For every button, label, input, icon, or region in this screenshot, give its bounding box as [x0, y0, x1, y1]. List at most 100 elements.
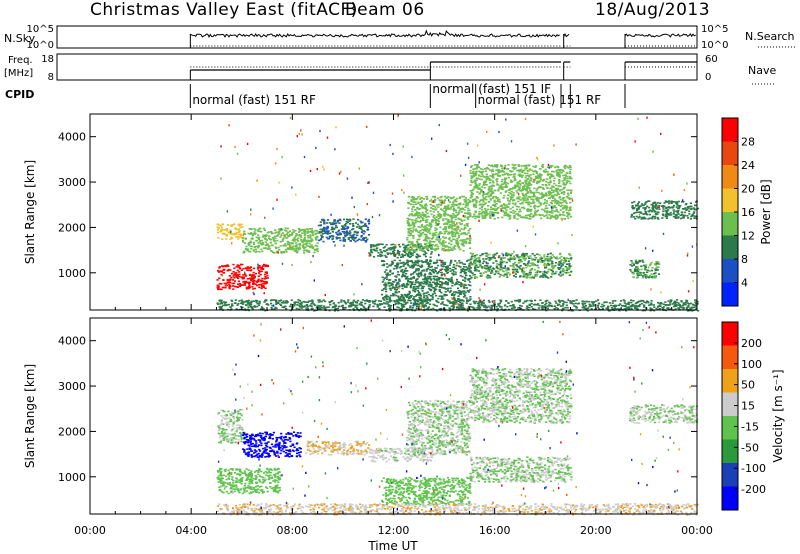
echo-cell: [426, 244, 429, 247]
echo-cell: [437, 211, 440, 213]
echo-cell: [565, 175, 568, 178]
echo-cell: [519, 184, 522, 186]
echo-cell: [450, 203, 454, 206]
echo-cell: [528, 257, 531, 259]
echo-cell: [421, 290, 424, 292]
echo-cell: [469, 197, 472, 199]
echo-cell: [442, 219, 445, 222]
echo-cell: [444, 261, 447, 264]
echo-cell: [410, 203, 413, 205]
echo-cell: [525, 167, 529, 169]
echo-cell: [493, 257, 496, 259]
echo-cell: [287, 231, 290, 234]
echo-cell: [492, 165, 495, 168]
echo-cell: [401, 253, 404, 256]
echo-cell: [460, 261, 463, 264]
echo-cell: [554, 264, 557, 267]
echo-cell: [255, 280, 258, 283]
echo-cell: [563, 261, 566, 264]
echo-cell: [534, 175, 537, 178]
echo-cell: [681, 304, 684, 307]
echo-cell: [228, 287, 231, 290]
echo-cell: [546, 217, 549, 219]
echo-cell: [449, 208, 452, 210]
echo-cell: [556, 258, 559, 260]
echo-cell: [366, 226, 369, 229]
echo-cell: [546, 299, 549, 302]
echo-cell: [250, 228, 253, 230]
echo-cell: [458, 290, 461, 292]
echo-cell: [636, 209, 639, 211]
echo-cell: [407, 234, 410, 237]
echo-cell: [422, 213, 425, 216]
echo-cell: [435, 305, 438, 307]
echo-cell: [409, 230, 413, 232]
echo-cell: [630, 214, 633, 216]
echo-cell: [462, 203, 465, 206]
echo-cell: [306, 232, 309, 234]
echo-cell: [356, 231, 359, 233]
echo-cell: [414, 212, 418, 215]
echo-cell: [689, 202, 692, 204]
echo-cell: [443, 237, 446, 239]
echo-cell: [393, 259, 396, 262]
echo-cell: [551, 267, 555, 270]
echo-cell: [518, 259, 521, 261]
echo-cell: [259, 266, 262, 269]
echo-cell: [495, 203, 498, 205]
echo-cell: [394, 290, 397, 293]
echo-cell: [570, 309, 573, 312]
echo-cell: [503, 204, 506, 207]
echo-cell: [458, 234, 461, 237]
echo-cell: [417, 216, 420, 218]
echo-cell: [643, 213, 646, 215]
echo-cell: [446, 220, 449, 222]
echo-cell: [296, 250, 299, 252]
echo-cell: [453, 221, 456, 223]
echo-cell: [454, 267, 457, 270]
echo-cell: [461, 302, 464, 305]
echo-cell: [273, 308, 276, 310]
echo-cell: [245, 245, 248, 248]
echo-cell: [504, 164, 507, 167]
echo-cell: [460, 268, 463, 271]
echo-cell: [259, 242, 263, 245]
echo-cell: [571, 309, 574, 312]
echo-cell: [383, 263, 386, 266]
echo-cell: [415, 244, 418, 247]
echo-cell: [301, 229, 304, 231]
echo-cell: [425, 259, 428, 262]
echo-cell: [561, 264, 564, 266]
echo-cell: [497, 170, 500, 173]
echo-cell: [551, 273, 554, 276]
echo-cell: [424, 214, 427, 216]
echo-cell: [456, 242, 459, 245]
echo-cell: [567, 167, 570, 169]
echo-cell: [242, 241, 245, 243]
echo-cell: [501, 261, 504, 264]
echo-cell: [417, 281, 420, 283]
echo-cell: [601, 303, 604, 306]
echo-cell: [577, 302, 580, 305]
echo-cell: [472, 171, 475, 174]
echo-cell: [463, 287, 466, 289]
echo-cell: [382, 247, 385, 249]
echo-cell: [657, 273, 661, 275]
echo-cell: [444, 205, 447, 208]
echo-cell: [303, 252, 306, 254]
echo-cell: [654, 213, 657, 216]
echo-cell: [665, 206, 668, 209]
echo-cell: [682, 308, 685, 310]
echo-cell: [352, 239, 356, 241]
echo-cell: [527, 182, 530, 185]
echo-cell: [465, 242, 468, 245]
echo-cell: [425, 281, 428, 284]
echo-cell: [376, 247, 379, 249]
echo-cell: [546, 174, 550, 176]
echo-cell: [238, 285, 242, 288]
echo-cell: [454, 232, 457, 235]
echo-cell: [675, 210, 678, 212]
echo-cell: [488, 187, 491, 189]
echo-cell: [568, 213, 571, 215]
echo-cell: [223, 302, 226, 304]
